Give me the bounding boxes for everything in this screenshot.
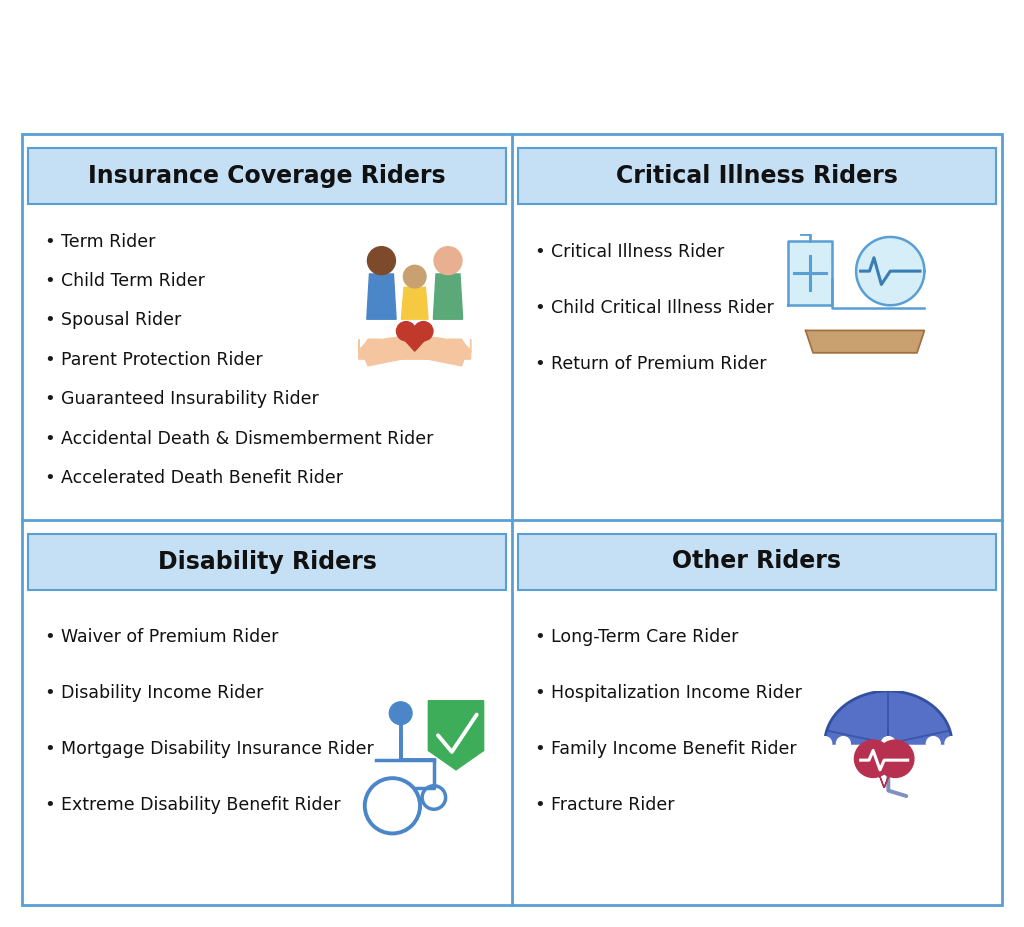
Text: •: • xyxy=(44,311,55,329)
Polygon shape xyxy=(401,287,428,319)
Circle shape xyxy=(368,247,395,274)
Text: Waiver of Premium Rider: Waiver of Premium Rider xyxy=(61,629,279,646)
Polygon shape xyxy=(62,12,118,100)
Circle shape xyxy=(414,322,433,341)
FancyBboxPatch shape xyxy=(28,534,507,590)
Circle shape xyxy=(818,737,831,751)
Circle shape xyxy=(856,237,925,305)
FancyBboxPatch shape xyxy=(517,534,996,590)
Text: •: • xyxy=(44,233,55,250)
Text: •: • xyxy=(44,740,55,758)
Text: Insurance Coverage Riders: Insurance Coverage Riders xyxy=(88,164,445,188)
Text: Accidental Death & Dismemberment Rider: Accidental Death & Dismemberment Rider xyxy=(61,429,433,448)
Text: Protect Your: Protect Your xyxy=(67,43,126,53)
Polygon shape xyxy=(873,759,895,788)
Circle shape xyxy=(927,737,940,751)
Text: Spousal Rider: Spousal Rider xyxy=(61,311,181,329)
Polygon shape xyxy=(787,241,833,305)
Text: •: • xyxy=(535,684,545,702)
Text: Parent Protection Rider: Parent Protection Rider xyxy=(61,350,263,369)
Text: Guaranteed Insurability Rider: Guaranteed Insurability Rider xyxy=(61,390,318,408)
Circle shape xyxy=(877,740,913,778)
Text: •: • xyxy=(535,298,545,317)
Circle shape xyxy=(945,737,958,751)
Polygon shape xyxy=(428,701,483,769)
Text: Accelerated Death Benefit Rider: Accelerated Death Benefit Rider xyxy=(61,469,343,487)
Text: •: • xyxy=(535,355,545,373)
FancyBboxPatch shape xyxy=(28,148,507,204)
Text: WEALTH: WEALTH xyxy=(65,57,128,71)
Text: Extreme Disability Benefit Rider: Extreme Disability Benefit Rider xyxy=(61,796,341,814)
Text: •: • xyxy=(44,272,55,290)
Text: Hospitalization Income Rider: Hospitalization Income Rider xyxy=(551,684,802,702)
Text: Return of Premium Rider: Return of Premium Rider xyxy=(551,355,767,373)
Text: •: • xyxy=(535,740,545,758)
Text: •: • xyxy=(535,243,545,260)
Polygon shape xyxy=(433,274,463,319)
Text: Family Income Benefit Rider: Family Income Benefit Rider xyxy=(551,740,797,758)
Text: •: • xyxy=(44,684,55,702)
Polygon shape xyxy=(361,349,468,366)
FancyBboxPatch shape xyxy=(517,148,996,204)
Circle shape xyxy=(434,247,462,274)
Text: •: • xyxy=(44,796,55,814)
Polygon shape xyxy=(824,691,952,743)
Text: •: • xyxy=(44,350,55,369)
Text: Mortgage Disability Insurance Rider: Mortgage Disability Insurance Rider xyxy=(61,740,374,758)
Text: Disability Income Rider: Disability Income Rider xyxy=(61,684,263,702)
Text: •: • xyxy=(44,390,55,408)
Circle shape xyxy=(389,702,412,725)
Circle shape xyxy=(403,265,426,288)
Polygon shape xyxy=(449,339,468,366)
Text: •: • xyxy=(44,469,55,487)
Text: Fracture Rider: Fracture Rider xyxy=(551,796,675,814)
Text: Other Riders: Other Riders xyxy=(673,550,842,574)
Polygon shape xyxy=(806,331,925,353)
Polygon shape xyxy=(367,274,396,319)
Text: •: • xyxy=(535,796,545,814)
Text: Disability Riders: Disability Riders xyxy=(158,550,377,574)
Text: Critical Illness Rider: Critical Illness Rider xyxy=(551,243,724,260)
Text: •: • xyxy=(44,429,55,448)
Text: Child Critical Illness Rider: Child Critical Illness Rider xyxy=(551,298,774,317)
Text: Term Rider: Term Rider xyxy=(61,233,156,250)
Text: Types of Life Insurance Riders: Types of Life Insurance Riders xyxy=(182,33,985,79)
Circle shape xyxy=(396,322,416,341)
Text: Child Term Rider: Child Term Rider xyxy=(61,272,205,290)
Text: •: • xyxy=(44,629,55,646)
Circle shape xyxy=(854,740,892,778)
Text: •: • xyxy=(535,629,545,646)
Polygon shape xyxy=(361,339,382,366)
Text: Critical Illness Riders: Critical Illness Riders xyxy=(616,164,898,188)
Circle shape xyxy=(882,737,895,751)
Circle shape xyxy=(837,737,850,751)
Polygon shape xyxy=(396,331,433,351)
Polygon shape xyxy=(358,337,471,359)
Text: Long-Term Care Rider: Long-Term Care Rider xyxy=(551,629,738,646)
